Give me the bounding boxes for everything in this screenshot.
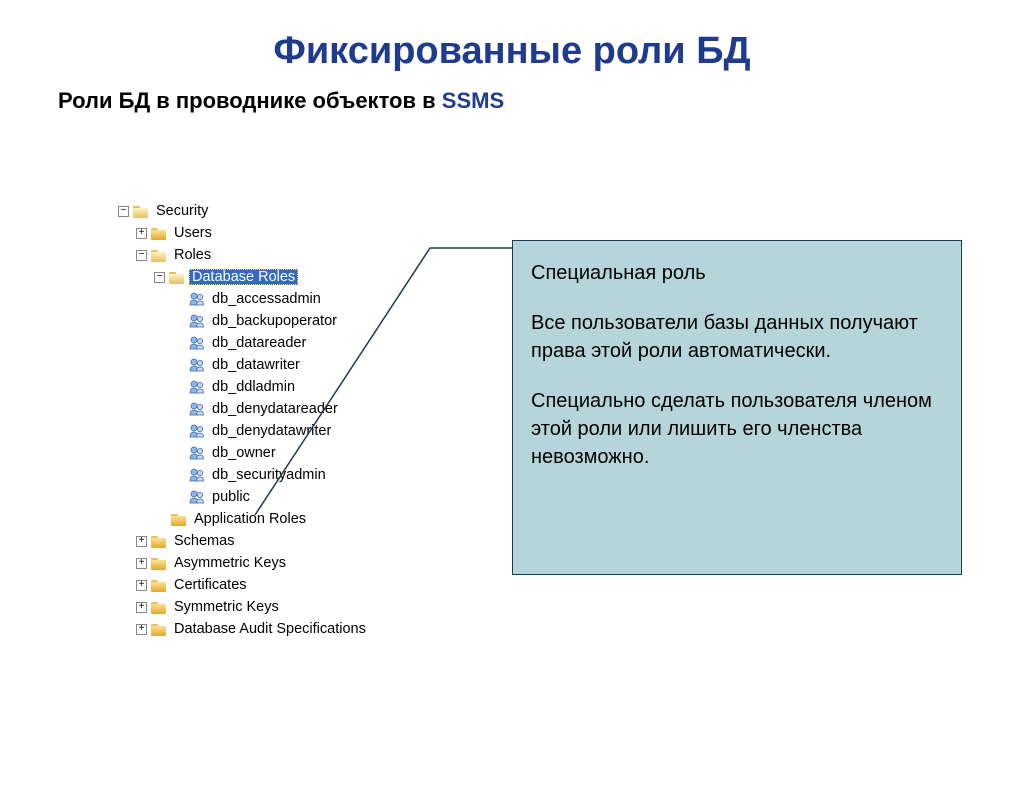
- role-icon: [189, 467, 205, 483]
- tree-label: Database Audit Specifications: [171, 621, 369, 638]
- tree-label: Users: [171, 225, 215, 242]
- tree-label: db_denydatareader: [209, 401, 341, 418]
- tree-label: Application Roles: [191, 511, 309, 528]
- folder-icon: [151, 578, 167, 592]
- tree-node-db-audit-specs[interactable]: + Database Audit Specifications: [118, 618, 369, 640]
- folder-open-icon: [169, 270, 185, 284]
- tree-label: db_datareader: [209, 335, 309, 352]
- object-explorer-tree: − Security + Users − Roles − Database Ro…: [118, 200, 369, 640]
- tree-node-database-roles[interactable]: − Database Roles: [118, 266, 369, 288]
- plus-icon[interactable]: +: [136, 228, 147, 239]
- tree-node-schemas[interactable]: + Schemas: [118, 530, 369, 552]
- plus-icon[interactable]: +: [136, 602, 147, 613]
- folder-icon: [151, 600, 167, 614]
- subtitle-highlight: SSMS: [442, 88, 504, 113]
- tree-node-role[interactable]: db_backupoperator: [118, 310, 369, 332]
- plus-icon[interactable]: +: [136, 624, 147, 635]
- tree-label: db_ddladmin: [209, 379, 298, 396]
- tree-label: db_denydatawriter: [209, 423, 334, 440]
- tree-label: db_accessadmin: [209, 291, 324, 308]
- subtitle: Роли БД в проводнике объектов в SSMS: [58, 88, 1024, 114]
- folder-icon: [151, 534, 167, 548]
- folder-icon: [151, 226, 167, 240]
- callout-p2: Все пользователи базы данных получают пр…: [531, 309, 943, 365]
- callout-p3: Специально сделать пользователя членом э…: [531, 387, 943, 471]
- tree-label: db_owner: [209, 445, 279, 462]
- tree-label-selected: Database Roles: [189, 269, 298, 286]
- role-icon: [189, 379, 205, 395]
- minus-icon[interactable]: −: [154, 272, 165, 283]
- tree-label: db_backupoperator: [209, 313, 340, 330]
- tree-node-role[interactable]: db_owner: [118, 442, 369, 464]
- callout-box: Специальная роль Все пользователи базы д…: [512, 240, 962, 575]
- tree-node-security[interactable]: − Security: [118, 200, 369, 222]
- tree-label: Security: [153, 203, 211, 220]
- folder-open-icon: [151, 248, 167, 262]
- folder-icon: [171, 512, 187, 526]
- tree-node-role[interactable]: db_denydatawriter: [118, 420, 369, 442]
- tree-label: db_securityadmin: [209, 467, 329, 484]
- role-icon: [189, 357, 205, 373]
- role-icon: [189, 335, 205, 351]
- folder-open-icon: [133, 204, 149, 218]
- plus-icon[interactable]: +: [136, 580, 147, 591]
- tree-node-role[interactable]: db_denydatareader: [118, 398, 369, 420]
- tree-label: db_datawriter: [209, 357, 303, 374]
- tree-node-application-roles[interactable]: Application Roles: [118, 508, 369, 530]
- minus-icon[interactable]: −: [136, 250, 147, 261]
- minus-icon[interactable]: −: [118, 206, 129, 217]
- role-icon: [189, 423, 205, 439]
- tree-node-role[interactable]: db_securityadmin: [118, 464, 369, 486]
- role-icon: [189, 445, 205, 461]
- tree-node-asymmetric-keys[interactable]: + Asymmetric Keys: [118, 552, 369, 574]
- tree-node-roles[interactable]: − Roles: [118, 244, 369, 266]
- role-icon: [189, 291, 205, 307]
- tree-node-role[interactable]: db_datawriter: [118, 354, 369, 376]
- role-icon: [189, 489, 205, 505]
- subtitle-prefix: Роли БД в проводнике объектов в: [58, 88, 442, 113]
- tree-label: Asymmetric Keys: [171, 555, 289, 572]
- tree-node-role[interactable]: db_datareader: [118, 332, 369, 354]
- tree-label: Certificates: [171, 577, 250, 594]
- plus-icon[interactable]: +: [136, 558, 147, 569]
- tree-label: public: [209, 489, 253, 506]
- tree-node-role[interactable]: public: [118, 486, 369, 508]
- tree-node-role[interactable]: db_ddladmin: [118, 376, 369, 398]
- tree-label: Roles: [171, 247, 214, 264]
- slide-title: Фиксированные роли БД: [0, 30, 1024, 73]
- tree-label: Symmetric Keys: [171, 599, 282, 616]
- tree-node-certificates[interactable]: + Certificates: [118, 574, 369, 596]
- tree-label: Schemas: [171, 533, 237, 550]
- tree-node-symmetric-keys[interactable]: + Symmetric Keys: [118, 596, 369, 618]
- tree-node-users[interactable]: + Users: [118, 222, 369, 244]
- tree-node-role[interactable]: db_accessadmin: [118, 288, 369, 310]
- role-icon: [189, 313, 205, 329]
- folder-icon: [151, 622, 167, 636]
- plus-icon[interactable]: +: [136, 536, 147, 547]
- folder-icon: [151, 556, 167, 570]
- callout-p1: Специальная роль: [531, 259, 943, 287]
- role-icon: [189, 401, 205, 417]
